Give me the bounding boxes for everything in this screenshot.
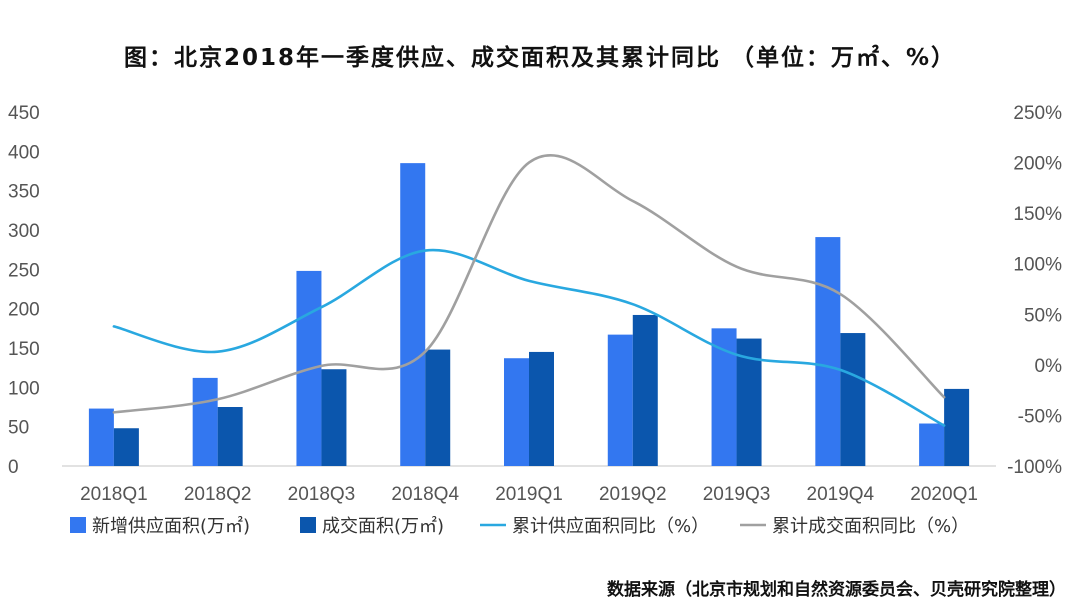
left-axis-tick: 400 [8,142,40,163]
line-layer [112,154,946,427]
bar-transaction [529,351,554,466]
legend: 新增供应面积(万㎡) 成交面积(万㎡) 累计供应面积同比（%） 累计成交面积同比（%） [70,515,969,537]
right-axis-tick: 150% [1013,204,1062,225]
bar-new-supply [192,377,218,466]
x-axis: 2018Q1 2018Q2 2018Q3 2018Q4 2019Q1 2019Q2 2019… [80,484,978,505]
x-axis-tick: 2018Q1 [80,484,148,505]
right-axis-tick: 0% [1035,356,1063,377]
right-axis-tick: 100% [1013,255,1062,276]
right-axis-tick: -50% [1018,406,1062,427]
bar-new-supply [504,358,529,466]
legend-label: 新增供应面积(万㎡) [92,515,250,537]
right-axis: -100% -50% 0% 50% 100% 150% 200% 250% [1007,103,1062,478]
chart-title: 图：北京2018年一季度供应、成交面积及其累计同比 （单位：万㎡、%） [123,45,957,71]
legend-label: 成交面积(万㎡) [322,515,444,537]
bar-layer [88,163,970,466]
x-axis-tick: 2019Q3 [703,484,771,505]
legend-label: 累计成交面积同比（%） [772,516,969,537]
legend-swatch-new-supply [70,517,86,533]
bar-transaction [840,333,866,466]
bar-transaction [321,369,347,466]
bar-transaction [217,407,243,466]
left-axis-tick: 100 [8,378,40,399]
bar-transaction [113,428,139,466]
x-axis-tick: 2019Q4 [807,484,875,505]
left-axis-tick: 200 [8,300,40,321]
right-axis-tick: 50% [1024,305,1062,326]
x-axis-tick: 2018Q2 [184,484,252,505]
source-note: 数据来源（北京市规划和自然资源委员会、贝壳研究院整理） [607,580,1066,600]
bar-new-supply [815,237,841,466]
line-supply-yoy [112,248,946,427]
x-axis-tick: 2019Q2 [599,484,667,505]
bar-transaction [425,349,451,466]
x-axis-tick: 2019Q1 [495,484,563,505]
x-axis-tick: 2018Q4 [391,484,459,505]
right-axis-tick: -100% [1007,457,1062,478]
bar-new-supply [919,423,945,466]
left-axis-tick: 0 [8,457,19,478]
bar-transaction [632,314,658,466]
left-axis-tick: 150 [8,339,40,360]
left-axis-tick: 250 [8,260,40,281]
legend-swatch-transaction [300,517,316,533]
x-axis-tick: 2020Q1 [910,484,978,505]
bar-transaction [944,388,970,466]
right-axis-tick: 200% [1013,154,1062,175]
right-axis-tick: 250% [1013,103,1062,124]
bar-new-supply [607,334,633,466]
left-axis-tick: 450 [8,103,40,124]
bar-new-supply [400,163,426,466]
line-transaction-yoy [112,154,946,414]
legend-label: 累计供应面积同比（%） [512,516,709,537]
left-axis-tick: 350 [8,182,40,203]
x-axis-tick: 2018Q3 [288,484,356,505]
bar-new-supply [88,408,114,466]
left-axis: 0 50 100 150 200 250 300 350 400 450 [8,103,40,478]
left-axis-tick: 300 [8,221,40,242]
left-axis-tick: 50 [8,418,29,439]
